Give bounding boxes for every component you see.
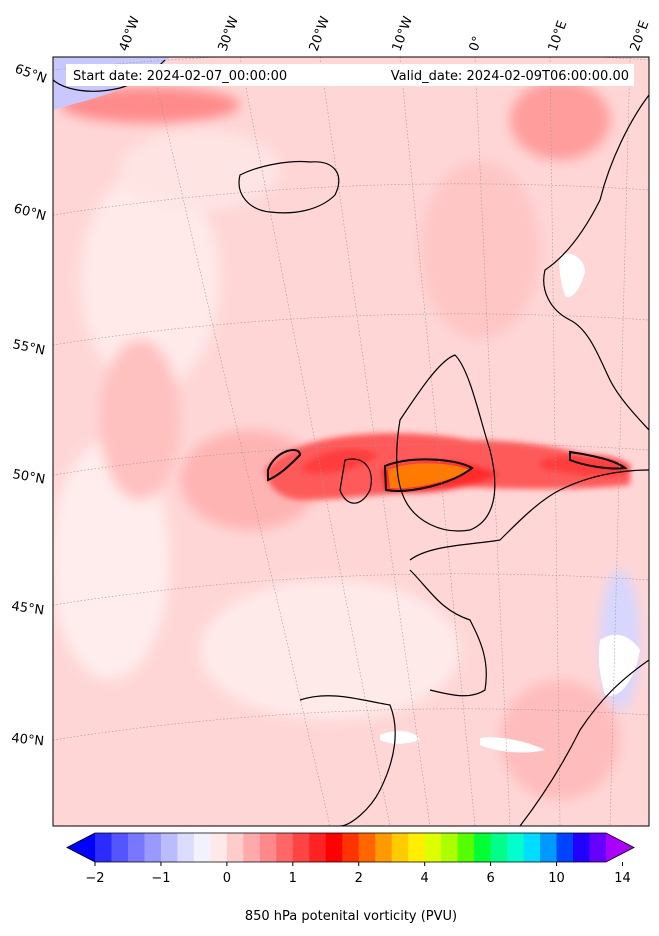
colorbar-tick-label: 4 bbox=[421, 871, 429, 886]
colorbar-segment bbox=[111, 833, 129, 862]
colorbar-segment bbox=[325, 833, 343, 862]
lat-label-45n: 45°N bbox=[10, 599, 45, 618]
coastlines bbox=[53, 59, 649, 826]
italy-coast bbox=[519, 659, 649, 826]
france-coast-west bbox=[409, 569, 487, 697]
colorbar-segment bbox=[556, 833, 574, 862]
colorbar-segment bbox=[358, 833, 376, 862]
pv-contour-2 bbox=[383, 458, 474, 492]
valid-date: Valid_date: 2024-02-09T06:00:00.00 bbox=[391, 69, 629, 84]
colorbar-segment bbox=[540, 833, 558, 862]
colorbar bbox=[66, 832, 635, 863]
colorbar-segment bbox=[292, 833, 310, 862]
colorbar-segment bbox=[573, 833, 591, 862]
colorbar-extend-max bbox=[606, 833, 634, 862]
masked-terrain-spain bbox=[380, 730, 420, 744]
lon-label-20e: 20°E bbox=[628, 19, 653, 54]
masked-terrain-norway bbox=[559, 253, 585, 297]
colorbar-segment bbox=[457, 833, 475, 862]
colorbar-tick-label: 14 bbox=[614, 871, 631, 886]
colorbar-segment bbox=[95, 833, 112, 862]
colorbar-segment bbox=[276, 833, 294, 862]
lat-label-40n: 40°N bbox=[11, 731, 45, 749]
colorbar-segment bbox=[441, 833, 459, 862]
colorbar-ticks: −2 −1 0 1 2 4 6 10 14 bbox=[85, 862, 631, 886]
lon-label-40w: 40°W bbox=[117, 14, 143, 53]
colorbar-segment bbox=[589, 833, 607, 862]
colorbar-tick-label: −2 bbox=[85, 871, 104, 886]
colorbar-tick-label: −1 bbox=[151, 871, 170, 886]
lon-label-10w: 10°W bbox=[390, 14, 416, 53]
lat-label-60n: 60°N bbox=[12, 201, 48, 224]
colorbar-segment bbox=[193, 833, 211, 862]
colorbar-tick-label: 6 bbox=[486, 871, 494, 886]
colorbar-segment bbox=[391, 833, 409, 862]
colorbar-tick-label: 0 bbox=[223, 871, 231, 886]
colorbar-segment bbox=[144, 833, 162, 862]
graticule bbox=[53, 57, 649, 826]
colorbar-segment bbox=[490, 833, 508, 862]
lat-label-50n: 50°N bbox=[11, 467, 46, 487]
lon-label-30w: 30°W bbox=[216, 14, 242, 53]
colorbar-segment bbox=[375, 833, 393, 862]
pv-max-centre bbox=[388, 463, 470, 489]
iceland-coast bbox=[238, 160, 340, 214]
continental-coast-north bbox=[409, 469, 649, 561]
colorbar-segment bbox=[259, 833, 277, 862]
colorbar-tick-label: 1 bbox=[289, 871, 297, 886]
start-date: Start date: 2024-02-07_00:00:00 bbox=[73, 69, 287, 84]
colorbar-segment bbox=[210, 833, 228, 862]
colorbar-segment bbox=[408, 833, 426, 862]
vorticity-field bbox=[53, 57, 649, 826]
colorbar-tick-label: 2 bbox=[355, 871, 363, 886]
lat-label-65n: 65°N bbox=[13, 62, 49, 87]
pv-contour-east bbox=[569, 450, 628, 470]
colorbar-tick-label: 10 bbox=[548, 871, 565, 886]
pv-background-patches bbox=[53, 80, 640, 800]
masked-terrain-spain-east bbox=[480, 737, 545, 753]
colorbar-extend-min bbox=[67, 833, 95, 862]
colorbar-segment bbox=[424, 833, 442, 862]
lon-label-10e: 10°E bbox=[546, 19, 571, 54]
colorbar-segment bbox=[177, 833, 195, 862]
colorbar-segment bbox=[160, 833, 178, 862]
iberia-coast bbox=[299, 695, 396, 826]
masked-terrain-east bbox=[598, 634, 640, 696]
pv-contour-west bbox=[267, 449, 302, 482]
lon-label-20w: 20°W bbox=[307, 14, 333, 53]
colorbar-segment bbox=[507, 833, 525, 862]
date-banner bbox=[66, 64, 634, 86]
scandinavia-coast bbox=[543, 94, 649, 431]
colorbar-segment bbox=[474, 833, 492, 862]
colorbar-segment bbox=[127, 833, 145, 862]
colorbar-segment bbox=[226, 833, 244, 862]
lon-label-0: 0° bbox=[467, 34, 486, 53]
great-britain-coast bbox=[396, 354, 496, 532]
colorbar-label: 850 hPa potenital vorticity (PVU) bbox=[245, 909, 457, 924]
colorbar-segment bbox=[243, 833, 261, 862]
colorbar-segment bbox=[523, 833, 541, 862]
ireland-coast bbox=[339, 458, 372, 504]
colorbar-segment bbox=[342, 833, 360, 862]
colorbar-segment bbox=[309, 833, 327, 862]
map-frame bbox=[52, 56, 650, 827]
lat-label-55n: 55°N bbox=[11, 337, 46, 358]
